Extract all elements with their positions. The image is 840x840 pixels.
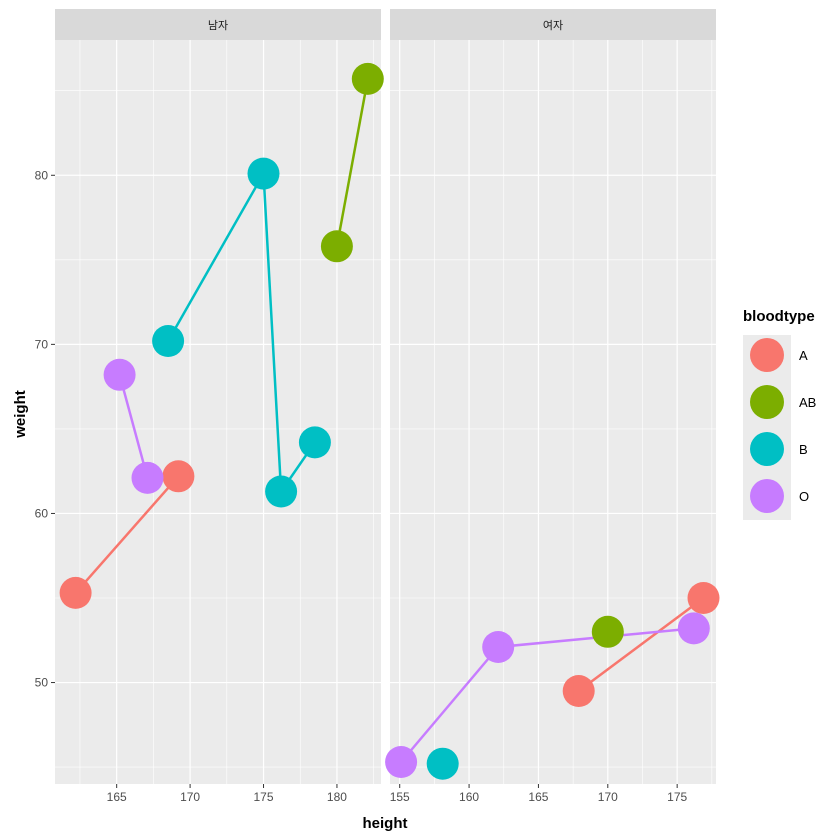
data-point-A <box>562 675 595 707</box>
legend-key-AB <box>750 385 784 419</box>
y-tick-label: 50 <box>35 676 49 690</box>
legend-label-O: O <box>799 489 809 504</box>
series-line-O <box>118 374 149 479</box>
data-point-A <box>687 582 720 614</box>
data-point-O <box>482 631 515 663</box>
x-tick-label: 165 <box>528 790 548 804</box>
panel-2: 여자 155 160 165 170 175 <box>385 9 720 804</box>
data-point-AB <box>591 615 624 648</box>
x-tick-label: 155 <box>390 790 410 804</box>
data-point-O <box>385 746 418 778</box>
legend-label-B: B <box>799 442 808 457</box>
data-point-B <box>426 747 459 780</box>
data-point-B <box>247 157 280 190</box>
data-point-AB <box>351 62 384 95</box>
facet-strip-label: 남자 <box>208 19 228 32</box>
legend-label-AB: AB <box>799 395 816 410</box>
legend-key-O <box>750 479 784 513</box>
panel-background <box>390 40 716 784</box>
y-tick-label: 80 <box>35 168 49 182</box>
legend-key-B <box>750 432 784 466</box>
facet-strip <box>55 9 381 40</box>
legend-title: bloodtype <box>743 308 815 325</box>
data-point-O <box>103 358 136 391</box>
y-tick-label: 70 <box>35 337 49 351</box>
x-axis-title: height <box>363 815 408 832</box>
x-tick-label: 170 <box>180 790 200 804</box>
panel-1: 남자 50 60 70 80 165 170 175 180 <box>35 9 384 804</box>
x-tick-label: 175 <box>667 790 687 804</box>
data-point-B <box>265 475 298 508</box>
facet-strip-label: 여자 <box>543 19 563 32</box>
series-line-AB <box>335 78 370 247</box>
series-line-B <box>167 172 316 493</box>
facet-strip <box>390 9 716 40</box>
data-point-O <box>131 461 164 494</box>
panel-background <box>55 40 381 784</box>
data-point-A <box>59 576 92 609</box>
legend: bloodtype A AB B O <box>743 308 816 520</box>
x-tick-label: 180 <box>327 790 347 804</box>
data-point-O <box>677 612 710 645</box>
panels-layer: 남자 50 60 70 80 165 170 175 180 여자 155 160 165 170 175 <box>35 9 720 804</box>
data-point-B <box>152 325 185 357</box>
data-point-B <box>298 426 331 459</box>
y-axis-title: weight <box>12 390 29 439</box>
x-tick-label: 175 <box>254 790 274 804</box>
x-tick-label: 160 <box>459 790 479 804</box>
legend-label-A: A <box>799 348 808 363</box>
data-point-AB <box>320 230 353 263</box>
legend-items: A AB B O <box>750 338 816 513</box>
data-point-A <box>162 460 195 493</box>
legend-key-A <box>750 338 784 372</box>
y-tick-label: 60 <box>35 506 49 520</box>
series-line-A <box>74 475 180 594</box>
series-line-A <box>577 596 705 693</box>
x-tick-label: 170 <box>598 790 618 804</box>
x-tick-label: 165 <box>107 790 127 804</box>
